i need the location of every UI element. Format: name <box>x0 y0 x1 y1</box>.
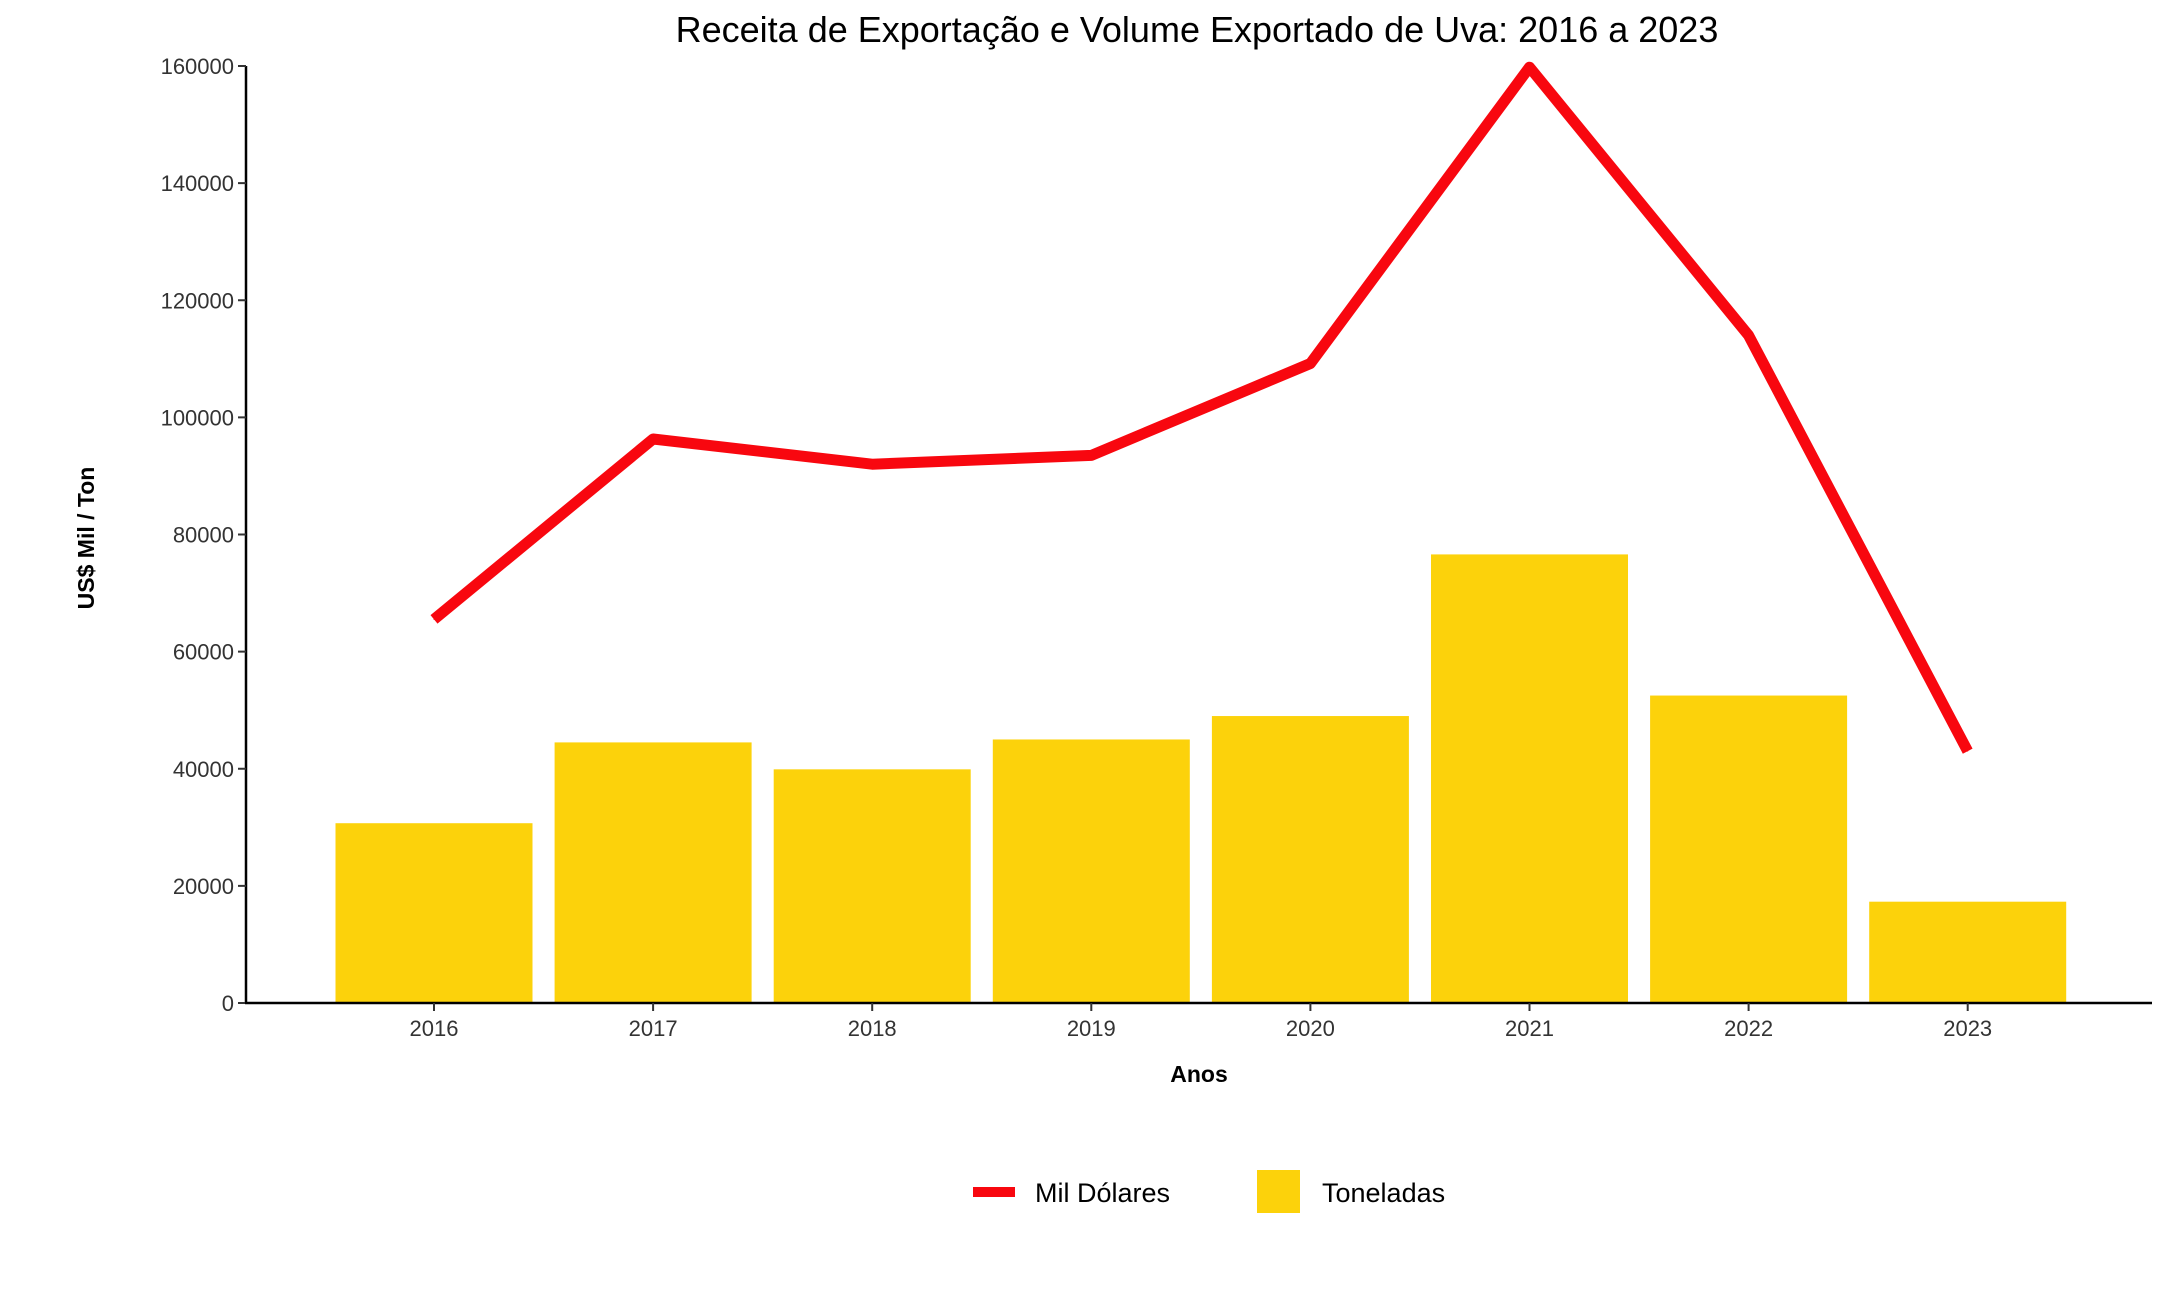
legend-label-line: Mil Dólares <box>1035 1178 1170 1208</box>
y-tick-label: 0 <box>222 991 234 1016</box>
line-point-2019 <box>1090 454 1092 456</box>
y-tick-label: 40000 <box>173 757 234 782</box>
x-tick-label: 2016 <box>410 1016 459 1041</box>
bar-2021 <box>1431 554 1628 1003</box>
y-tick-label: 120000 <box>161 288 234 313</box>
line-point-2018 <box>871 463 873 465</box>
line-point-2021 <box>1529 66 1530 68</box>
y-tick-label: 100000 <box>161 405 234 430</box>
y-tick-label: 20000 <box>173 874 234 899</box>
line-point-2022 <box>1748 334 1750 336</box>
y-axis-title: US$ Mil / Ton <box>73 467 99 610</box>
line-point-2023 <box>1967 750 1969 752</box>
y-tick-label: 140000 <box>161 171 234 196</box>
bar-series <box>335 554 2067 1003</box>
y-tick-label: 160000 <box>161 54 234 79</box>
x-tick-label: 2017 <box>629 1016 678 1041</box>
line-point-2016 <box>433 618 435 620</box>
x-tick-label: 2022 <box>1724 1016 1773 1041</box>
line-path <box>430 61 1973 754</box>
x-tick-label: 2023 <box>1943 1016 1992 1041</box>
bar-2019 <box>992 739 1190 1003</box>
line-series <box>430 61 1973 754</box>
x-tick-label: 2018 <box>848 1016 897 1041</box>
legend: Mil Dólares Toneladas <box>973 1170 1445 1213</box>
chart-title: Receita de Exportação e Volume Exportado… <box>676 9 1719 50</box>
legend-label-bar: Toneladas <box>1322 1178 1445 1208</box>
x-tick-label: 2021 <box>1505 1016 1554 1041</box>
bar-2018 <box>773 769 971 1003</box>
bar-2017 <box>554 742 752 1003</box>
line-point-2017 <box>652 438 654 440</box>
y-axis: 0 20000 40000 60000 80000 100000 120000 140000 1… <box>161 54 248 1016</box>
x-axis-title: Anos <box>1170 1061 1228 1087</box>
y-tick-label: 60000 <box>173 640 234 665</box>
legend-swatch-bar <box>1257 1170 1300 1213</box>
y-tick-label: 80000 <box>173 523 234 548</box>
x-tick-label: 2020 <box>1286 1016 1335 1041</box>
bar-2020 <box>1211 716 1409 1003</box>
bar-2016 <box>335 823 533 1003</box>
x-tick-label: 2019 <box>1067 1016 1116 1041</box>
bar-2022 <box>1650 695 1848 1003</box>
line-point-2020 <box>1309 362 1311 364</box>
x-axis: 2016 2017 2018 2019 2020 2021 2022 2023 <box>245 1001 2152 1041</box>
bar-2023 <box>1869 901 2067 1003</box>
